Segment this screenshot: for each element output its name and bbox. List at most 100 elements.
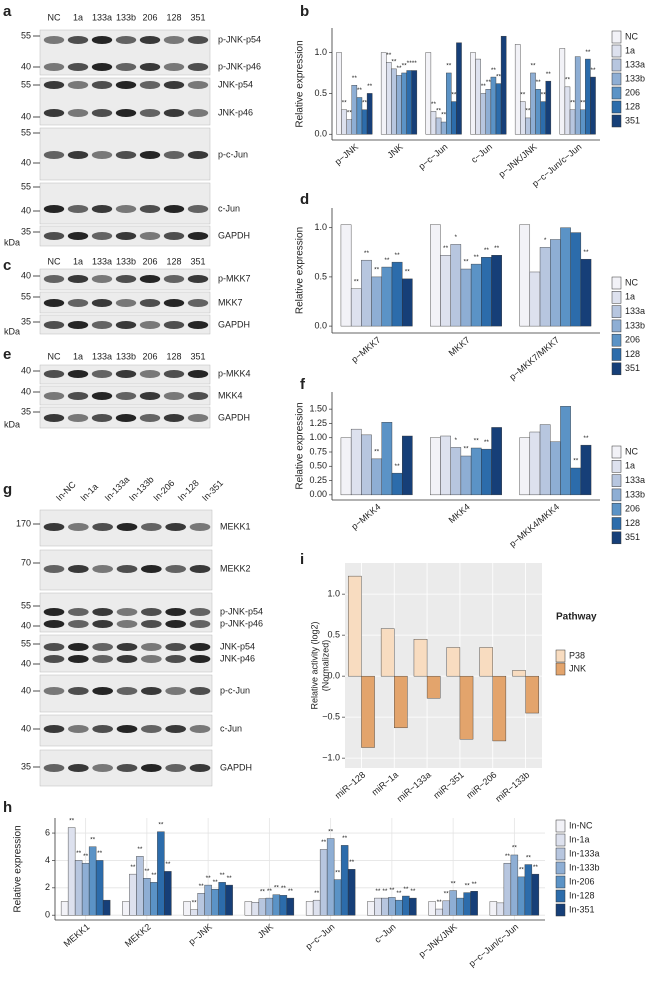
bar: [122, 901, 130, 916]
bar: [564, 86, 571, 135]
blot-band: [163, 36, 185, 44]
blot-band: [91, 275, 113, 283]
bar: [525, 675, 539, 714]
bar: [456, 897, 464, 916]
bar: [102, 899, 111, 916]
legend-label: 133a: [625, 59, 645, 69]
significance: **: [481, 83, 487, 90]
significance: **: [389, 887, 395, 894]
bar: [451, 101, 457, 135]
bar: [481, 448, 492, 496]
legend-label: In-133b: [569, 862, 600, 872]
y-tick-label: −1.0: [322, 753, 340, 763]
blot-band: [165, 608, 186, 616]
bar: [517, 876, 526, 916]
bar: [426, 675, 441, 699]
y-tick-label: 0.75: [309, 446, 327, 456]
band-label: p-JNK-p46: [220, 618, 263, 628]
legend-label: In-128: [569, 890, 595, 900]
blot-band: [43, 63, 65, 71]
x-tick-label: miR−133b: [493, 770, 531, 804]
y-tick-label: 0.0: [327, 671, 340, 681]
blot-band: [43, 620, 65, 628]
significance: **: [519, 867, 525, 874]
band-label: MKK7: [218, 297, 243, 307]
bar: [88, 846, 97, 916]
panel-letter: c: [3, 257, 11, 274]
blot-band: [43, 109, 65, 117]
y-axis-label: Relative expression: [295, 402, 306, 489]
blot-band: [43, 81, 65, 89]
x-tick-label: p−JNK/JNK: [417, 922, 459, 960]
blot-band: [43, 321, 65, 329]
marker-label: 70: [21, 557, 31, 567]
y-tick-label: 4: [45, 855, 50, 865]
x-tick-label: p−JNK: [187, 922, 214, 947]
y-axis-label: (Normalized): [320, 640, 330, 692]
blot-band: [187, 232, 209, 240]
blot-band: [165, 620, 186, 628]
band-label: GAPDH: [218, 319, 250, 329]
bar: [491, 427, 502, 496]
blot-band: [116, 655, 138, 663]
legend-label: 1a: [625, 292, 635, 302]
x-tick-label: p−JNK/JNK: [497, 142, 539, 180]
legend-swatch: [611, 460, 622, 473]
significance: **: [484, 247, 490, 254]
blot-band: [43, 687, 65, 695]
marker-label: 170: [16, 518, 31, 528]
blot-band: [187, 299, 209, 307]
legend-swatch: [611, 517, 622, 530]
blot-band: [43, 655, 65, 663]
x-tick-label: MKK7: [447, 335, 472, 358]
blot-band: [189, 608, 211, 616]
blot-band: [92, 643, 113, 651]
significance: **: [484, 439, 490, 446]
legend-label: NC: [625, 31, 638, 41]
bar: [435, 117, 442, 135]
marker-label: 55: [21, 30, 31, 40]
blot-band: [68, 608, 89, 616]
blot-band: [189, 655, 211, 663]
significance: **: [158, 821, 164, 828]
panel-letter: e: [3, 346, 11, 363]
legend-label: 128: [625, 101, 640, 111]
bar: [442, 900, 450, 916]
legend-label: NC: [625, 446, 638, 456]
y-tick-label: 0.5: [314, 88, 327, 98]
marker-label: 35: [21, 316, 31, 326]
bar: [218, 882, 226, 916]
bar: [470, 52, 476, 135]
blot-band: [68, 687, 89, 695]
bar: [164, 871, 172, 916]
legend-swatch: [555, 662, 566, 676]
marker-label: 35: [21, 406, 31, 416]
blot-band: [163, 370, 185, 378]
bar: [143, 878, 151, 916]
blot-band: [187, 414, 209, 422]
blot-band: [91, 205, 113, 213]
lane-label: 133b: [116, 351, 136, 361]
legend-label: In-351: [569, 904, 595, 914]
blot-band: [43, 565, 65, 573]
bar: [401, 278, 413, 327]
blot-band: [91, 36, 113, 44]
significance: **: [342, 99, 348, 106]
y-tick-label: 1.25: [309, 418, 327, 428]
legend-swatch: [555, 861, 566, 875]
marker-label: 40: [21, 270, 31, 280]
blot-band: [92, 655, 113, 663]
band-label: JNK-p46: [218, 107, 253, 117]
blot-band: [115, 81, 137, 89]
y-tick-label: 0: [45, 910, 50, 920]
x-tick-label: p−c−Jun: [304, 922, 337, 952]
blot-band: [67, 275, 89, 283]
bar: [449, 890, 457, 916]
blot-band: [116, 725, 138, 733]
panel-letter: h: [3, 799, 12, 816]
significance: **: [505, 853, 511, 860]
significance: *: [455, 437, 458, 444]
significance: **: [402, 63, 408, 70]
significance: **: [144, 868, 150, 875]
significance: **: [474, 254, 480, 261]
